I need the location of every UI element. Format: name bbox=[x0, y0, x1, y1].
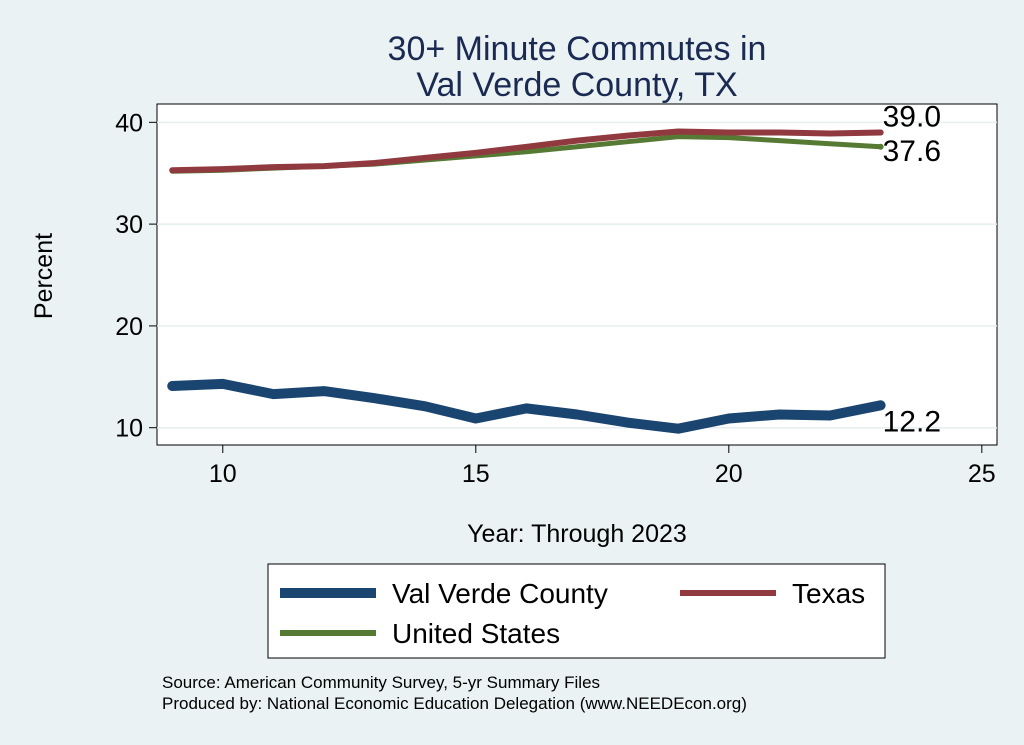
end-label-val-verde-county: 12.2 bbox=[883, 405, 941, 438]
legend: Val Verde County Texas United States bbox=[267, 563, 886, 659]
y-axis-title: Percent bbox=[30, 233, 58, 319]
legend-label-val-verde-county: Val Verde County bbox=[392, 578, 608, 609]
gridlines bbox=[157, 121, 997, 429]
series-lines bbox=[167, 128, 886, 434]
x-axis-title: Year: Through 2023 bbox=[467, 520, 687, 548]
series-line-val-verde-county bbox=[167, 378, 886, 434]
axes: 10 20 30 40 10 15 20 25 bbox=[115, 109, 996, 488]
end-label-texas: 39.0 bbox=[883, 101, 941, 134]
x-tick-label: 15 bbox=[462, 460, 490, 488]
chart-title-line-2: Val Verde County, TX bbox=[416, 66, 737, 104]
y-tick-label: 30 bbox=[115, 211, 143, 239]
y-tick-label: 10 bbox=[115, 415, 143, 443]
legend-box bbox=[267, 563, 886, 659]
end-labels: 12.2 39.037.6 bbox=[883, 101, 941, 439]
end-label-united-states: 37.6 bbox=[883, 135, 941, 168]
series-end-point-united-states bbox=[877, 143, 884, 150]
y-tick-label: 20 bbox=[115, 313, 143, 341]
source-note: Source: American Community Survey, 5-yr … bbox=[162, 673, 600, 692]
legend-label-texas: Texas bbox=[792, 578, 865, 609]
series-line-texas bbox=[169, 128, 884, 174]
series-end-point-texas bbox=[877, 129, 884, 136]
x-tick-label: 10 bbox=[209, 460, 237, 488]
series-end-point-val-verde-county bbox=[877, 402, 884, 409]
y-tick-label: 40 bbox=[115, 109, 143, 137]
x-tick-label: 25 bbox=[968, 460, 996, 488]
chart-title-line-1: 30+ Minute Commutes in bbox=[388, 30, 767, 68]
legend-label-united-states: United States bbox=[392, 618, 560, 649]
x-tick-label: 20 bbox=[715, 460, 743, 488]
produced-by-note: Produced by: National Economic Education… bbox=[162, 694, 747, 713]
